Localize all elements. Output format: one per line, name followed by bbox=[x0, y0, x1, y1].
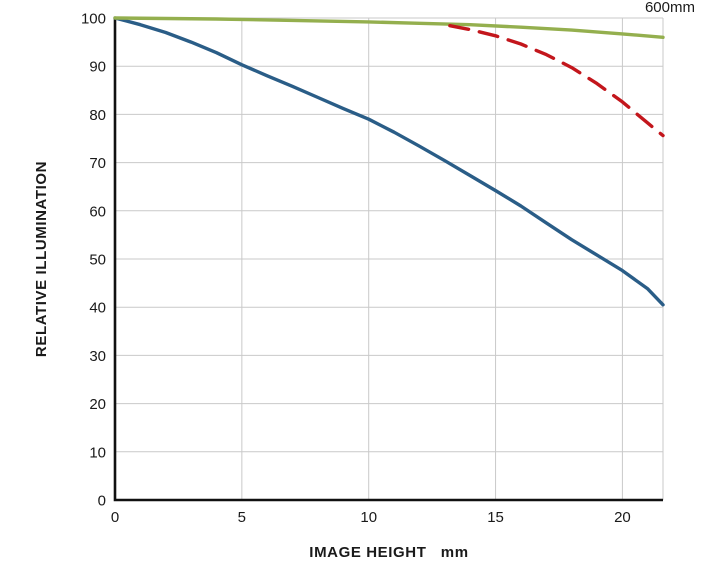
x-tick-label: 5 bbox=[238, 509, 246, 526]
y-tick-label: 10 bbox=[89, 444, 106, 461]
series-layer bbox=[113, 16, 665, 307]
x-tick-label: 20 bbox=[614, 509, 631, 526]
chart-title: 600mm bbox=[645, 0, 695, 16]
y-tick-label: 30 bbox=[89, 348, 106, 365]
y-tick-label: 70 bbox=[89, 155, 106, 172]
y-tick-label: 0 bbox=[98, 493, 106, 510]
y-axis-label: RELATIVE ILLUMINATION bbox=[33, 161, 50, 357]
x-tick-label: 15 bbox=[487, 509, 504, 526]
y-tick-label: 50 bbox=[89, 252, 106, 269]
x-tick-label: 0 bbox=[111, 509, 119, 526]
axis-lines bbox=[113, 17, 663, 502]
series-green-solid bbox=[113, 16, 665, 39]
grid-layer bbox=[113, 17, 664, 502]
series-blue-solid bbox=[113, 16, 665, 307]
y-tick-label: 40 bbox=[89, 300, 106, 317]
y-tick-label: 60 bbox=[89, 203, 106, 220]
y-tick-label: 80 bbox=[89, 107, 106, 124]
y-tick-label: 100 bbox=[81, 11, 106, 28]
x-axis-label: IMAGE HEIGHT mm bbox=[309, 544, 468, 561]
x-tick-label: 10 bbox=[360, 509, 377, 526]
tick-layer: 0 10 20 30 40 50 60 70 80 90 100 0 5 10 15 20 bbox=[81, 11, 631, 527]
y-tick-label: 90 bbox=[89, 59, 106, 76]
y-tick-label: 20 bbox=[89, 396, 106, 413]
series-red-dashed bbox=[448, 24, 665, 138]
